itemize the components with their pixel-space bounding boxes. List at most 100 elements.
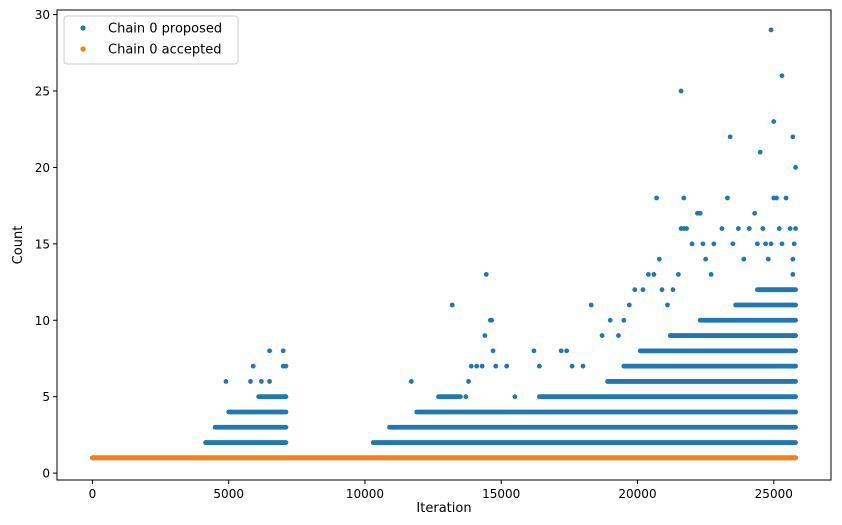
series-chain-0-proposed [90, 27, 798, 461]
data-point [760, 226, 766, 231]
data-point [490, 348, 496, 354]
data-point [449, 302, 455, 308]
data-point [504, 363, 510, 369]
data-point [790, 272, 796, 277]
plot-area-frame [56, 9, 832, 481]
data-point [588, 302, 594, 308]
data-point [651, 272, 657, 277]
data-point [259, 379, 264, 384]
x-tick-label: 10000 [346, 487, 384, 501]
data-point [752, 210, 758, 216]
data-point [703, 256, 709, 262]
data-point [746, 226, 752, 231]
data-point [626, 302, 632, 308]
data-point [250, 363, 256, 369]
data-point [640, 287, 646, 293]
legend-label-accepted: Chain 0 accepted [108, 43, 222, 58]
data-point [646, 272, 651, 277]
data-point [280, 348, 286, 354]
data-point [654, 195, 659, 201]
data-point [700, 241, 706, 247]
data-point [283, 363, 289, 369]
data-point [765, 256, 771, 262]
data-point [768, 27, 774, 33]
data-point [681, 195, 687, 201]
legend-marker-proposed [80, 25, 86, 31]
data-point [665, 302, 670, 308]
data-point [727, 134, 733, 140]
data-point [790, 256, 796, 262]
data-point [711, 241, 717, 247]
data-point [493, 363, 499, 369]
x-tick-label: 5000 [213, 487, 244, 501]
y-tick-label: 0 [42, 467, 50, 481]
data-point [730, 241, 736, 247]
data-point [757, 149, 763, 155]
data-point [725, 195, 730, 201]
data-point [463, 394, 469, 400]
x-tick-label: 15000 [482, 487, 520, 501]
y-tick-label: 10 [35, 314, 50, 328]
data-point [223, 379, 229, 384]
data-point [616, 333, 621, 338]
data-point [689, 241, 695, 247]
data-point [512, 394, 518, 400]
y-axis-label: Count [11, 226, 26, 265]
data-point [675, 272, 681, 277]
data-point [599, 333, 605, 338]
data-point [793, 165, 798, 170]
data-point [536, 363, 542, 369]
data-point [621, 317, 627, 323]
data-point [768, 241, 774, 247]
data-point [791, 241, 797, 247]
data-point [248, 379, 253, 384]
data-point [741, 256, 747, 262]
data-point [632, 287, 638, 293]
data-point [735, 226, 741, 231]
data-point [607, 317, 613, 323]
data-point [787, 226, 793, 231]
y-tick-label: 20 [35, 161, 50, 175]
data-point [771, 119, 777, 124]
data-point [531, 348, 537, 354]
data-point [482, 333, 488, 338]
x-axis-label: Iteration [416, 501, 471, 516]
data-point [564, 348, 570, 354]
data-point [783, 195, 789, 201]
data-point [719, 226, 725, 231]
data-point [474, 363, 480, 369]
data-point [776, 226, 782, 231]
data-point [483, 272, 489, 277]
data-point [779, 73, 785, 79]
data-point [678, 88, 684, 94]
data-point [569, 363, 575, 369]
x-tick-label: 20000 [618, 487, 656, 501]
data-point [779, 241, 785, 247]
data-point [774, 195, 779, 201]
legend-box [63, 15, 239, 65]
data-point [558, 348, 564, 354]
legend-marker-accepted [80, 46, 86, 52]
data-point [670, 287, 676, 293]
axis-ticks: 0 5000 10000 15000 20000 25000 0 5 10 15 20 25 30 [35, 8, 793, 501]
legend: Chain 0 proposed Chain 0 accepted [63, 15, 239, 65]
y-tick-label: 15 [35, 237, 50, 251]
data-point [267, 348, 272, 354]
data-point [580, 363, 586, 369]
data-point [659, 287, 665, 293]
data-point [466, 379, 471, 384]
data-point [656, 256, 662, 262]
y-tick-label: 25 [35, 85, 50, 99]
x-tick-label: 0 [89, 487, 97, 501]
data-point [267, 379, 272, 384]
data-point [697, 210, 703, 216]
y-tick-label: 30 [35, 8, 50, 22]
legend-label-proposed: Chain 0 proposed [108, 22, 222, 37]
y-tick-label: 5 [42, 390, 50, 404]
data-point [681, 226, 687, 231]
data-point [708, 272, 714, 277]
x-tick-label: 25000 [755, 487, 793, 501]
data-points [90, 27, 798, 461]
data-point [468, 363, 474, 369]
